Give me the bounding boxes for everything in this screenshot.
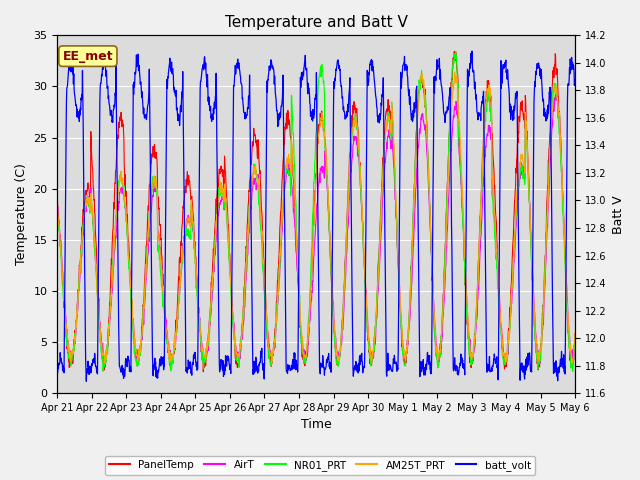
Text: EE_met: EE_met [63, 49, 113, 63]
NR01_PRT [445, 132, 453, 138]
AM25T_PRT [568, 360, 576, 366]
AirT [54, 207, 61, 213]
AirT [156, 244, 164, 250]
batt_volt [204, 84, 211, 90]
AM25T_PRT [156, 251, 164, 257]
batt_volt [468, 48, 476, 54]
PanelTemp [445, 130, 453, 136]
AM25T_PRT [147, 202, 154, 207]
Title: Temperature and Batt V: Temperature and Batt V [225, 15, 408, 30]
Y-axis label: Temperature (C): Temperature (C) [15, 163, 28, 265]
batt_volt [54, 371, 61, 377]
batt_volt [572, 79, 579, 85]
NR01_PRT [203, 347, 211, 353]
NR01_PRT [156, 264, 164, 270]
NR01_PRT [503, 355, 511, 360]
AM25T_PRT [451, 69, 458, 75]
AM25T_PRT [572, 331, 579, 336]
PanelTemp [504, 355, 511, 360]
NR01_PRT [569, 369, 577, 374]
PanelTemp [204, 350, 211, 356]
AM25T_PRT [54, 204, 61, 209]
X-axis label: Time: Time [301, 419, 332, 432]
AM25T_PRT [503, 348, 511, 354]
PanelTemp [451, 48, 458, 54]
Y-axis label: Batt V: Batt V [612, 195, 625, 234]
batt_volt [157, 360, 164, 366]
NR01_PRT [147, 201, 154, 206]
NR01_PRT [572, 334, 579, 339]
AirT [536, 360, 544, 366]
AirT [203, 348, 211, 354]
Line: AirT: AirT [58, 94, 575, 363]
PanelTemp [572, 330, 579, 336]
Legend: PanelTemp, AirT, NR01_PRT, AM25T_PRT, batt_volt: PanelTemp, AirT, NR01_PRT, AM25T_PRT, ba… [105, 456, 535, 475]
AirT [572, 339, 579, 345]
batt_volt [504, 76, 511, 82]
Line: PanelTemp: PanelTemp [58, 51, 575, 372]
batt_volt [147, 193, 154, 199]
batt_volt [83, 378, 90, 384]
PanelTemp [250, 133, 258, 139]
AM25T_PRT [445, 152, 453, 158]
AirT [250, 175, 257, 181]
AM25T_PRT [250, 166, 257, 172]
Line: AM25T_PRT: AM25T_PRT [58, 72, 575, 363]
batt_volt [445, 93, 453, 99]
NR01_PRT [54, 208, 61, 214]
Line: NR01_PRT: NR01_PRT [58, 51, 575, 372]
PanelTemp [200, 369, 207, 374]
AirT [552, 91, 560, 97]
NR01_PRT [250, 165, 257, 170]
batt_volt [250, 359, 258, 364]
AirT [502, 352, 510, 358]
AM25T_PRT [203, 351, 211, 357]
NR01_PRT [452, 48, 460, 54]
PanelTemp [147, 171, 154, 177]
PanelTemp [54, 195, 61, 201]
PanelTemp [156, 222, 164, 228]
AirT [445, 186, 453, 192]
Line: batt_volt: batt_volt [58, 51, 575, 381]
AirT [147, 218, 154, 224]
